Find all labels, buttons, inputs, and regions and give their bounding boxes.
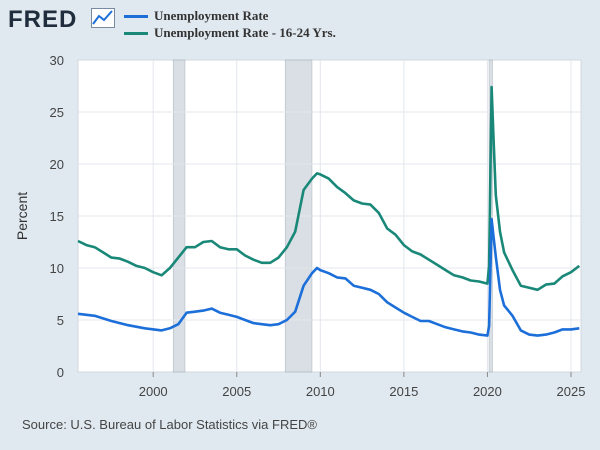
legend-label-youth-unemployment-rate: Unemployment Rate - 16-24 Yrs. [154, 25, 336, 40]
legend-item-unemployment-rate[interactable]: Unemployment Rate [124, 8, 268, 24]
y-tick-label: 5 [57, 313, 64, 328]
y-tick-label: 20 [50, 157, 64, 172]
series-line-unemployment-rate-16-24-yrs [77, 85, 581, 292]
y-tick-label: 0 [57, 365, 64, 380]
fred-logo: FRED [8, 6, 78, 33]
y-tick-label: 25 [50, 105, 64, 120]
y-tick-label: 10 [50, 261, 64, 276]
x-tick-label: 2010 [306, 384, 335, 399]
source-note: Source: U.S. Bureau of Labor Statistics … [22, 417, 317, 432]
legend-label-unemployment-rate: Unemployment Rate [154, 8, 269, 23]
x-tick-label: 2025 [557, 384, 586, 399]
legend-item-youth-unemployment-rate[interactable]: Unemployment Rate - 16-24 Yrs. [124, 25, 336, 41]
x-tick-label: 2020 [473, 384, 502, 399]
legend-swatch-unemployment-rate [124, 14, 148, 18]
series-line-unemployment-rate [77, 217, 580, 337]
y-tick-label: 15 [50, 209, 64, 224]
y-tick-label: 30 [50, 53, 64, 68]
y-axis-label: Percent [14, 192, 30, 240]
x-tick-label: 2000 [139, 384, 168, 399]
line-chart-icon [91, 8, 115, 28]
x-tick-label: 2005 [222, 384, 251, 399]
legend-swatch-youth-unemployment-rate [124, 31, 148, 35]
x-tick-label: 2015 [389, 384, 418, 399]
